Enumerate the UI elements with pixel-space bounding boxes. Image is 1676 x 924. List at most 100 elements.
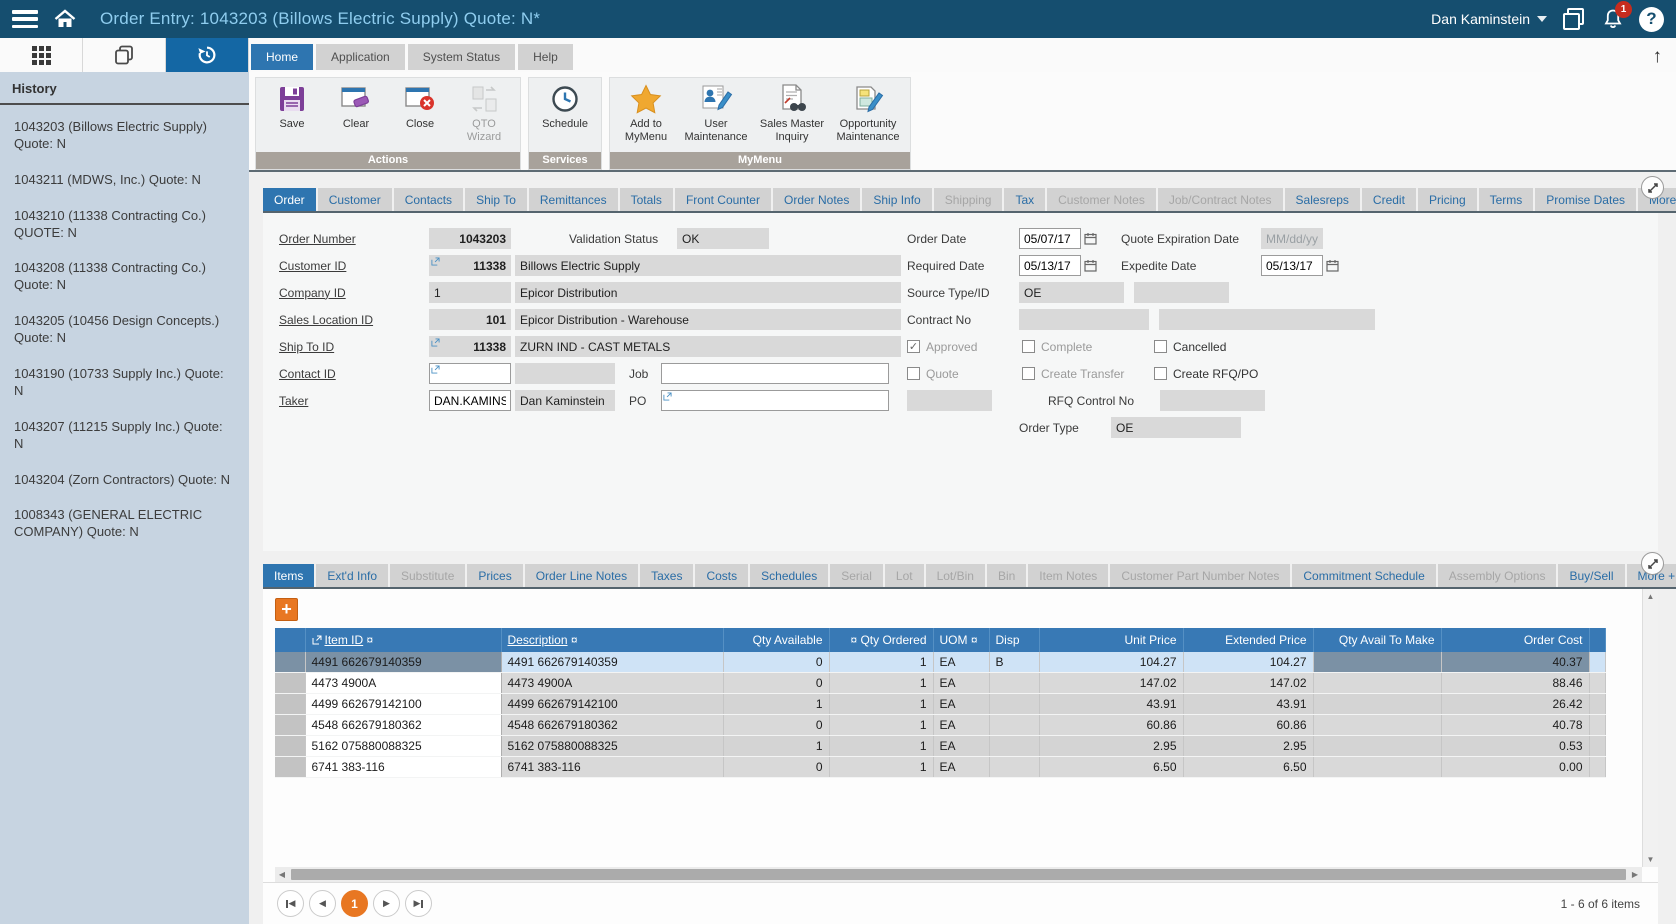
schedule-button[interactable]: Schedule [536,83,594,131]
sales-location-id-label[interactable]: Sales Location ID [279,313,429,327]
approved-checkbox[interactable]: Approved [907,340,1022,354]
order-tab-remittances[interactable]: Remittances [529,188,618,211]
cell-qty-ordered[interactable]: 1 [829,694,933,715]
cell-item-id[interactable]: 5162 075880088325 [305,736,501,757]
po-input[interactable] [661,390,889,411]
cell-unit-price[interactable]: 6.50 [1039,757,1183,778]
ribbon-tab-system-status[interactable]: System Status [408,44,515,70]
history-item[interactable]: 1043203 (Billows Electric Supply) Quote:… [14,119,235,153]
opportunity-maintenance-button[interactable]: Opportunity Maintenance [833,83,903,143]
history-item[interactable]: 1043204 (Zorn Contractors) Quote: N [14,472,235,489]
create-rfq-po-checkbox[interactable]: Create RFQ/PO [1154,367,1284,381]
collapse-ribbon-icon[interactable]: ↑ [1653,46,1663,68]
items-tab-taxes[interactable]: Taxes [640,564,693,587]
clear-button[interactable]: Clear [327,83,385,131]
items-tab-prices[interactable]: Prices [467,564,522,587]
company-id-label[interactable]: Company ID [279,286,429,300]
cell-unit-price[interactable]: 104.27 [1039,652,1183,673]
order-tab-terms[interactable]: Terms [1479,188,1534,211]
cell-uom[interactable]: EA [933,715,989,736]
grid-row[interactable]: 5162 075880088325 5162 075880088325 1 1 … [275,736,1605,757]
order-date-input[interactable] [1019,228,1081,249]
col-header-uom[interactable]: UOM ¤ [933,628,989,652]
scroll-right-icon[interactable]: ▶ [1628,870,1642,879]
grid-row[interactable]: 4499 662679142100 4499 662679142100 1 1 … [275,694,1605,715]
items-tab-commitment-schedule[interactable]: Commitment Schedule [1292,564,1435,587]
cell-disp[interactable] [989,673,1039,694]
order-tab-promise-dates[interactable]: Promise Dates [1535,188,1636,211]
row-selector[interactable] [275,715,305,736]
cell-unit-price[interactable]: 60.86 [1039,715,1183,736]
history-item[interactable]: 1043190 (10733 Supply Inc.) Quote: N [14,366,235,400]
cell-disp[interactable] [989,694,1039,715]
add-line-item-button[interactable]: + [275,598,298,621]
windows-icon[interactable] [1561,6,1587,32]
ribbon-tab-application[interactable]: Application [316,44,405,70]
grid-row[interactable]: 4548 662679180362 4548 662679180362 0 1 … [275,715,1605,736]
next-page-button[interactable]: ▶ [373,890,400,917]
sidebar-tab-menu[interactable] [0,38,83,72]
current-page-button[interactable]: 1 [341,890,368,917]
cell-disp[interactable] [989,757,1039,778]
cell-item-id[interactable]: 4548 662679180362 [305,715,501,736]
order-tab-pricing[interactable]: Pricing [1418,188,1477,211]
order-tab-customer[interactable]: Customer [318,188,392,211]
horizontal-scrollbar[interactable]: ◀ ▶ [275,867,1642,882]
quote-checkbox[interactable]: Quote [907,367,1022,381]
cell-qty-ordered[interactable]: 1 [829,673,933,694]
notifications-button[interactable]: 1 [1601,7,1625,32]
order-tab-front-counter[interactable]: Front Counter [675,188,771,211]
sidebar-tab-open-windows[interactable] [83,38,166,72]
grid-row[interactable]: 4491 662679140359 4491 662679140359 0 1 … [275,652,1605,673]
create-transfer-checkbox[interactable]: Create Transfer [1022,367,1154,381]
cell-disp[interactable] [989,736,1039,757]
prev-page-button[interactable]: ◀ [309,890,336,917]
cell-uom[interactable]: EA [933,694,989,715]
row-selector[interactable] [275,736,305,757]
order-tab-credit[interactable]: Credit [1362,188,1416,211]
cell-uom[interactable]: EA [933,652,989,673]
row-selector[interactable] [275,652,305,673]
grid-row[interactable]: 4473 4900A 4473 4900A 0 1 EA 147.02 147.… [275,673,1605,694]
last-page-button[interactable]: ▶ [405,890,432,917]
sidebar-tab-history[interactable] [166,38,249,72]
first-page-button[interactable]: ◀ [277,890,304,917]
contact-id-label[interactable]: Contact ID [279,367,429,381]
cell-qty-ordered[interactable]: 1 [829,652,933,673]
order-tab-ship-to[interactable]: Ship To [465,188,527,211]
expedite-date-input[interactable] [1261,255,1323,276]
cell-uom[interactable]: EA [933,736,989,757]
order-tab-salesreps[interactable]: Salesreps [1285,188,1360,211]
expand-items-icon[interactable] [1641,552,1664,575]
order-number-label[interactable]: Order Number [279,232,429,246]
cell-unit-price[interactable]: 2.95 [1039,736,1183,757]
cell-item-id[interactable]: 4499 662679142100 [305,694,501,715]
col-header-qty-ordered[interactable]: ¤ Qty Ordered [829,628,933,652]
col-header-order-cost[interactable]: Order Cost [1441,628,1589,652]
history-item[interactable]: 1043210 (11338 Contracting Co.) QUOTE: N [14,208,235,242]
ribbon-tab-help[interactable]: Help [518,44,573,70]
taker-label[interactable]: Taker [279,394,429,408]
col-header-disp[interactable]: Disp [989,628,1039,652]
order-tab-ship-info[interactable]: Ship Info [862,188,931,211]
cell-disp[interactable] [989,715,1039,736]
user-maintenance-button[interactable]: User Maintenance [681,83,751,143]
calendar-icon[interactable] [1084,259,1097,272]
user-menu[interactable]: Dan Kaminstein [1431,11,1547,27]
order-tab-totals[interactable]: Totals [620,188,673,211]
sales-master-inquiry-button[interactable]: Sales Master Inquiry [757,83,827,143]
col-header-qty-available[interactable]: Qty Available [723,628,829,652]
expand-header-icon[interactable] [1641,176,1664,199]
scroll-up-icon[interactable]: ▲ [1647,592,1655,601]
items-tab-buy-sell[interactable]: Buy/Sell [1558,564,1624,587]
home-icon[interactable] [52,6,78,32]
save-button[interactable]: Save [263,83,321,131]
scroll-down-icon[interactable]: ▼ [1647,855,1655,864]
items-tab-extd-info[interactable]: Ext'd Info [316,564,388,587]
cell-uom[interactable]: EA [933,757,989,778]
col-header-qty-avail-to-make[interactable]: Qty Avail To Make [1313,628,1441,652]
row-selector[interactable] [275,694,305,715]
cell-qty-ordered[interactable]: 1 [829,715,933,736]
cancelled-checkbox[interactable]: Cancelled [1154,340,1284,354]
order-tab-order[interactable]: Order [263,188,316,211]
